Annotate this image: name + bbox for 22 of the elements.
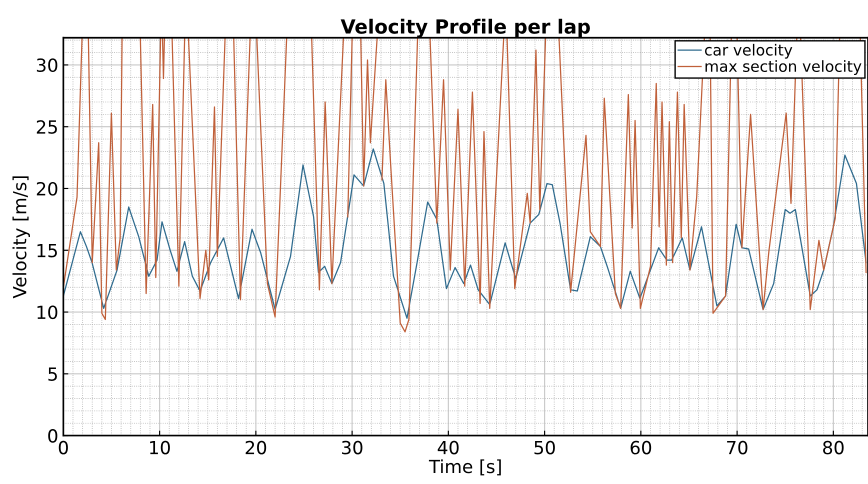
- legend-label: max section velocity: [706, 60, 862, 75]
- x-tick-label: 10: [150, 440, 170, 454]
- y-tick-label: 5: [48, 368, 57, 381]
- x-tick-label: 30: [342, 440, 362, 454]
- x-tick-label: 80: [823, 440, 844, 454]
- x-tick-label: 20: [246, 440, 266, 454]
- x-tick-label: 60: [630, 440, 652, 454]
- y-tick-label: 10: [38, 306, 58, 320]
- x-tick-label: 50: [534, 440, 555, 454]
- y-tick-label: 30: [36, 58, 58, 72]
- x-tick-label: 70: [727, 440, 748, 454]
- y-tick-label: 15: [38, 244, 57, 258]
- y-tick-label: 20: [36, 182, 58, 196]
- x-axis-title: Time [s]: [428, 459, 501, 476]
- legend-label: car velocity: [705, 44, 792, 59]
- y-tick-label: 25: [36, 120, 57, 134]
- y-axis-title: Velocity [m/s]: [12, 176, 30, 298]
- chart-title: Velocity Profile per lap: [340, 18, 590, 38]
- x-tick-label: 40: [438, 440, 459, 454]
- line-series: [63, 148, 867, 319]
- y-tick-label: 0: [48, 429, 58, 443]
- x-tick-label: 0: [58, 440, 68, 454]
